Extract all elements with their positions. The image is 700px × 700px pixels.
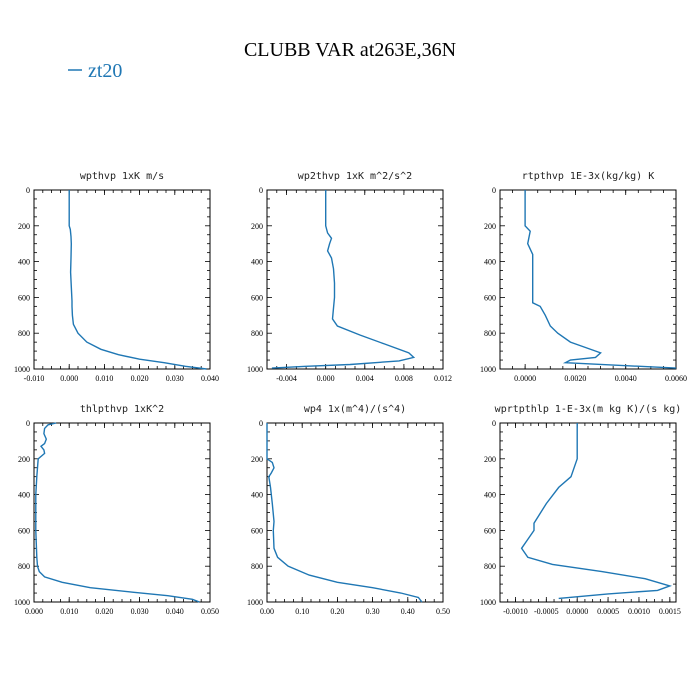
y-tick-label: 600 [18, 293, 30, 302]
y-tick-label: 200 [18, 222, 30, 231]
y-tick-label: 1000 [247, 598, 263, 607]
y-tick-label: 800 [484, 562, 496, 571]
x-tick-label: 0.40 [401, 607, 415, 616]
subplot-title: wp4 1x(m^4)/(s^4) [304, 404, 406, 415]
y-tick-label: 0 [492, 419, 496, 428]
y-tick-label: 800 [251, 329, 263, 338]
y-tick-label: 800 [484, 329, 496, 338]
x-tick-label: -0.0005 [534, 607, 559, 616]
x-tick-label: 0.0000 [566, 607, 588, 616]
subplot-title: rtpthvp 1E-3x(kg/kg) K [522, 171, 654, 182]
x-tick-label: 0.0005 [597, 607, 619, 616]
y-tick-label: 1000 [480, 365, 496, 374]
x-tick-label: 0.004 [356, 374, 374, 383]
y-tick-label: 1000 [480, 598, 496, 607]
plot-frame [33, 189, 211, 370]
y-tick-label: 600 [251, 293, 263, 302]
y-tick-label: 0 [259, 419, 263, 428]
x-tick-label: 0.0015 [659, 607, 681, 616]
subplot-title: wpthvp 1xK m/s [80, 171, 164, 182]
x-tick-label: 0.00 [260, 607, 274, 616]
x-tick-label: 0.0010 [628, 607, 650, 616]
figure-title: CLUBB VAR at263E,36N [244, 39, 456, 61]
plot-frame [499, 422, 677, 603]
y-tick-label: 200 [251, 222, 263, 231]
y-tick-label: 0 [26, 419, 30, 428]
y-tick-label: 1000 [14, 598, 30, 607]
y-tick-label: 600 [251, 526, 263, 535]
y-tick-label: 400 [18, 491, 30, 500]
plot-frame [266, 189, 444, 370]
x-tick-label: 0.10 [295, 607, 309, 616]
plot-frame [33, 422, 211, 603]
x-tick-label: 0.000 [317, 374, 335, 383]
x-tick-label: -0.004 [276, 374, 297, 383]
y-tick-label: 400 [18, 258, 30, 267]
series-line-zt20 [524, 190, 677, 369]
x-tick-label: 0.000 [25, 607, 43, 616]
series-line-zt20 [520, 423, 673, 600]
series-line-zt20 [271, 190, 416, 369]
x-tick-label: -0.010 [24, 374, 45, 383]
x-tick-label: 0.010 [95, 374, 113, 383]
x-tick-label: 0.020 [131, 374, 149, 383]
legend-label: zt20 [88, 60, 122, 82]
x-tick-label: -0.0010 [503, 607, 528, 616]
x-tick-label: 0.012 [434, 374, 452, 383]
subplot-3: rtpthvp 1E-3x(kg/kg) K 0 200 400 600 800 1000 0… [480, 171, 687, 383]
x-tick-label: 0.50 [436, 607, 450, 616]
y-tick-label: 1000 [14, 365, 30, 374]
x-tick-label: 0.000 [60, 374, 78, 383]
x-tick-label: 0.0020 [564, 374, 586, 383]
series-line-zt20 [266, 423, 423, 603]
series-line-zt20 [68, 190, 207, 370]
x-tick-label: 0.0040 [615, 374, 637, 383]
y-tick-label: 1000 [247, 365, 263, 374]
subplot-title: wp2thvp 1xK m^2/s^2 [298, 171, 412, 182]
y-tick-label: 0 [259, 186, 263, 195]
y-tick-label: 400 [484, 491, 496, 500]
subplot-title: thlpthvp 1xK^2 [80, 404, 164, 415]
y-tick-label: 200 [18, 455, 30, 464]
y-tick-label: 200 [484, 455, 496, 464]
x-tick-label: 0.050 [201, 607, 219, 616]
x-tick-label: 0.040 [166, 607, 184, 616]
x-tick-label: 0.30 [366, 607, 380, 616]
x-tick-label: 0.040 [201, 374, 219, 383]
y-tick-label: 800 [251, 562, 263, 571]
y-tick-label: 400 [484, 258, 496, 267]
x-tick-label: 0.0060 [665, 374, 687, 383]
subplot-2: wp2thvp 1xK m^2/s^2 0 200 400 600 800 1000 -0.0… [247, 171, 452, 383]
y-tick-label: 400 [251, 258, 263, 267]
y-tick-label: 0 [26, 186, 30, 195]
y-tick-label: 200 [251, 455, 263, 464]
x-tick-label: 0.020 [95, 607, 113, 616]
y-tick-label: 200 [484, 222, 496, 231]
y-tick-label: 600 [18, 526, 30, 535]
y-tick-label: 800 [18, 562, 30, 571]
subplot-1: wpthvp 1xK m/s 0 200 400 600 800 1000-0.010 0.0… [14, 171, 219, 383]
y-tick-label: 800 [18, 329, 30, 338]
subplot-title: wprtpthlp 1-E-3x(m kg K)/(s kg) [495, 404, 682, 415]
y-tick-label: 600 [484, 293, 496, 302]
plot-frame [499, 189, 677, 370]
plot-frame [266, 422, 444, 603]
x-tick-label: 0.010 [60, 607, 78, 616]
x-tick-label: 0.20 [330, 607, 344, 616]
subplot-6: wprtpthlp 1-E-3x(m kg K)/(s kg) 0 200 400 60… [480, 404, 681, 616]
x-tick-label: 0.008 [395, 374, 413, 383]
x-tick-label: 0.030 [131, 607, 149, 616]
series-line-zt20 [35, 422, 200, 603]
x-tick-label: 0.030 [166, 374, 184, 383]
y-tick-label: 0 [492, 186, 496, 195]
y-tick-label: 400 [251, 491, 263, 500]
y-tick-label: 600 [484, 526, 496, 535]
x-tick-label: 0.0000 [514, 374, 536, 383]
